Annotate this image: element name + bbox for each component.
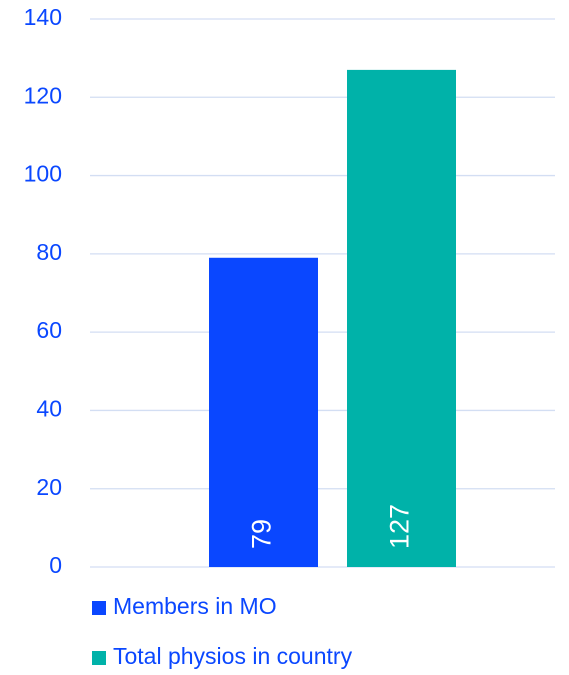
y-tick-label: 60 <box>36 317 62 343</box>
data-label: 127 <box>385 504 415 549</box>
bar <box>209 257 318 567</box>
y-tick-label: 140 <box>24 4 62 30</box>
y-tick-label: 40 <box>36 396 62 422</box>
legend-swatch <box>92 651 106 665</box>
legend-swatch <box>92 601 106 615</box>
legend-label: Total physios in country <box>113 643 353 669</box>
y-tick-label: 120 <box>24 82 62 108</box>
y-tick-label: 80 <box>36 239 62 265</box>
y-tick-label: 0 <box>49 552 62 578</box>
bar <box>347 69 456 567</box>
y-tick-label: 100 <box>24 161 62 187</box>
data-label: 79 <box>247 519 277 549</box>
y-tick-label: 20 <box>36 474 62 500</box>
legend-label: Members in MO <box>113 593 277 619</box>
